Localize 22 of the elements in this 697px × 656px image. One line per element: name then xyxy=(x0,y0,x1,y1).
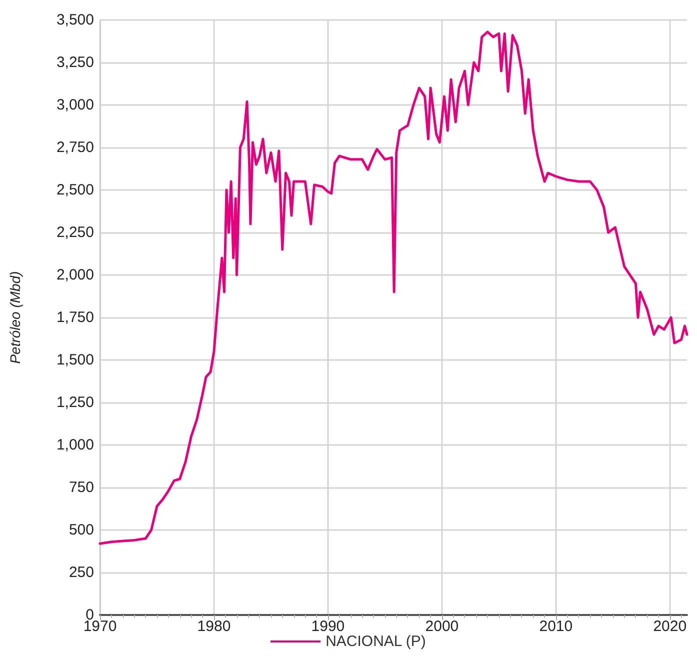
y-tick-label: 2,000 xyxy=(56,266,94,284)
y-tick-label: 2,750 xyxy=(56,139,94,156)
x-tick-label: 1980 xyxy=(197,618,231,635)
line-series xyxy=(98,30,688,545)
y-tick-label: 1,250 xyxy=(56,394,94,411)
y-tick-label: 500 xyxy=(68,522,94,538)
y-tick-label: 3,000 xyxy=(56,96,94,114)
y-tick-label: 1,500 xyxy=(56,352,94,368)
x-tick-label: 2010 xyxy=(539,618,573,635)
y-tick-label: 3,250 xyxy=(56,54,94,71)
y-axis-title: Petróleo (Mbd) xyxy=(7,271,23,364)
legend-label: NACIONAL (P) xyxy=(326,633,426,650)
y-tick-label: 2,250 xyxy=(56,224,94,241)
y-tick-label: 2,500 xyxy=(56,182,94,198)
y-tick-label: 1,000 xyxy=(56,436,94,454)
y-tick-label: 250 xyxy=(68,564,94,581)
x-tick-label: 1990 xyxy=(311,618,345,635)
y-tick-label: 1,750 xyxy=(56,309,94,326)
y-tick-label: 3,500 xyxy=(56,12,94,28)
x-tick-label: 2000 xyxy=(425,618,459,635)
x-tick-label: 2020 xyxy=(653,618,687,635)
y-tick-label: 750 xyxy=(68,479,94,496)
